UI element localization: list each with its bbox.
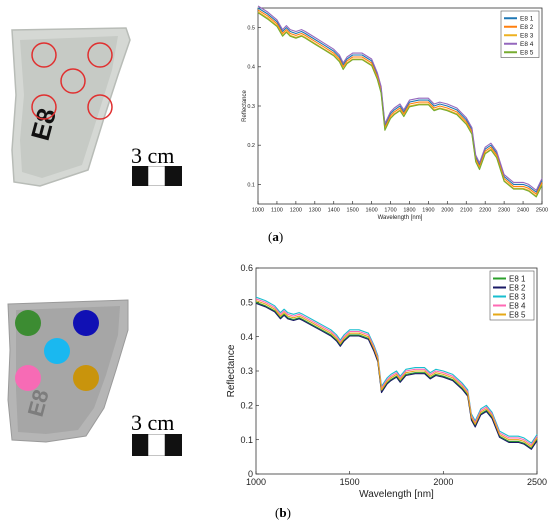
chart-a-legend-label-5: E8 5 — [520, 50, 534, 57]
chart-a: 1000 1100 1200 1300 1400 1500 1600 1700 1800 1900… — [242, 5, 548, 221]
chart-a-x-tick-label: 2100 — [460, 208, 472, 214]
chart-a-x-tick-label: 1500 — [347, 208, 359, 214]
chart-a-x-tick-label: 1700 — [384, 208, 396, 214]
chart-a-y-tick-label: 0.2 — [247, 143, 255, 149]
chart-a-x-tick-label: 2400 — [517, 208, 529, 214]
chart-a-series-line-5 — [257, 12, 543, 198]
chart-b-x-axis-label: Wavelength [nm] — [359, 489, 434, 500]
chart-b-legend-label-1: E8 1 — [509, 274, 526, 283]
chart-b-y-tick-label: 0.2 — [240, 400, 253, 410]
chart-b-series-line-1 — [255, 301, 538, 449]
chart-a-x-tick-label: 1000 — [252, 208, 264, 214]
chart-b-series-line-3 — [255, 296, 538, 444]
chart-b-x-tick-label: 1500 — [340, 477, 360, 487]
chart-a-series-line-3 — [257, 11, 543, 197]
chart-a-x-tick-label: 1600 — [365, 208, 377, 214]
scale-bar-a — [132, 166, 182, 186]
caption-b-letter: b — [279, 505, 287, 520]
chart-b-legend-label-4: E8 4 — [509, 301, 526, 310]
chart-a-x-tick-label: 1800 — [403, 208, 415, 214]
chart-a-y-axis-label: Reflectance — [242, 89, 248, 121]
chart-a-x-tick-label: 1900 — [422, 208, 434, 214]
chart-a-x-tick-label: 2200 — [479, 208, 491, 214]
caption-a-letter: a — [272, 229, 279, 244]
chart-b-series-line-5 — [255, 300, 538, 448]
chart-a-series-line-4 — [257, 5, 543, 191]
chart-a-x-tick-label: 1200 — [290, 208, 302, 214]
measurement-spot-b-2 — [73, 310, 99, 336]
chart-b: 1000 1500 2000 2500 0 0.1 0.2 0.3 0.4 0.5 0.6 Wavel… — [226, 263, 547, 500]
chart-b-x-tick-label: 1000 — [246, 477, 266, 487]
chart-a-legend-label-3: E8 3 — [520, 33, 534, 40]
chart-a-x-tick-label: 1100 — [271, 208, 283, 214]
caption-a: (a) — [268, 229, 284, 244]
sample-photo-a: E8 — [11, 27, 131, 187]
measurement-spot-a-5 — [87, 94, 113, 120]
measurement-spot-a-2 — [87, 42, 113, 68]
chart-a-y-tick-label: 0.3 — [247, 104, 255, 110]
scale-bar-b — [132, 434, 182, 456]
chart-b-y-tick-label: 0.3 — [240, 366, 253, 376]
scale-label-a: 3 cm — [131, 143, 175, 168]
chart-a-series-line-1 — [257, 7, 543, 193]
chart-b-y-tick-label: 0.1 — [240, 435, 253, 445]
chart-a-x-tick-label: 1400 — [328, 208, 340, 214]
chart-b-y-tick-label: 0.4 — [240, 332, 253, 342]
chart-b-y-tick-label: 0.6 — [240, 263, 253, 273]
chart-a-x-tick-label: 2000 — [441, 208, 453, 214]
chart-b-series-line-4 — [255, 298, 538, 446]
chart-a-y-tick-label: 0.1 — [247, 182, 255, 188]
sample-photo-b: E8 — [7, 299, 129, 443]
measurement-spot-b-4 — [15, 365, 41, 391]
measurement-spot-b-5 — [73, 365, 99, 391]
measurement-spot-b-3 — [44, 338, 70, 364]
caption-b: (b) — [275, 505, 291, 520]
chart-a-x-tick-label: 1300 — [309, 208, 321, 214]
chart-a-series-line-2 — [257, 9, 543, 195]
chart-b-legend-label-2: E8 2 — [509, 283, 526, 292]
measurement-spot-a-1 — [31, 42, 57, 68]
chart-b-y-tick-label: 0 — [248, 469, 253, 479]
measurement-spot-a-3 — [60, 68, 86, 94]
chart-b-y-axis-label: Reflectance — [226, 344, 237, 397]
chart-a-y-tick-label: 0.4 — [247, 65, 255, 71]
chart-a-legend-label-2: E8 2 — [520, 24, 534, 31]
scale-label-b: 3 cm — [131, 410, 175, 435]
chart-b-x-tick-label: 2500 — [527, 477, 547, 487]
chart-a-x-tick-label: 2300 — [498, 208, 510, 214]
chart-a-y-tick-label: 0.5 — [247, 26, 255, 32]
chart-a-x-axis-label: Wavelength [nm] — [378, 215, 423, 221]
chart-b-legend-label-3: E8 3 — [509, 292, 526, 301]
measurement-spot-b-1 — [15, 310, 41, 336]
chart-b-legend-label-5: E8 5 — [509, 310, 526, 319]
chart-b-y-tick-label: 0.5 — [240, 297, 253, 307]
chart-a-legend-label-1: E8 1 — [520, 16, 534, 23]
measurement-spot-a-4 — [31, 94, 57, 120]
chart-a-legend-label-4: E8 4 — [520, 41, 534, 48]
chart-a-x-tick-label: 2500 — [536, 208, 548, 214]
chart-b-x-tick-label: 2000 — [433, 477, 453, 487]
chart-b-series-line-2 — [255, 302, 538, 450]
